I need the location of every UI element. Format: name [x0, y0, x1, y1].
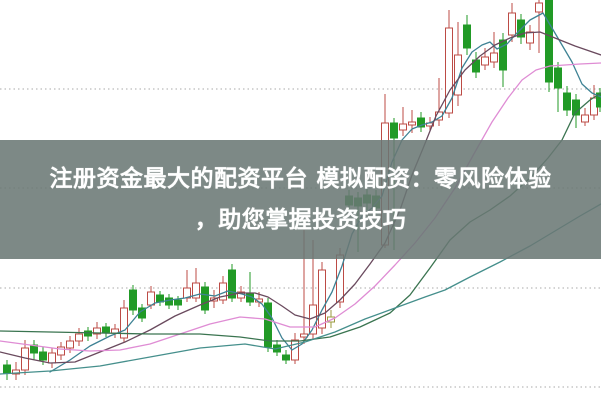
promo-banner-overlay: 注册资金最大的配资平台 模拟配资：零风险体验 ，助您掌握投资技巧	[0, 140, 601, 259]
promo-text-line2: ，助您掌握投资技巧	[194, 206, 407, 233]
promo-text-line1: 注册资金最大的配资平台 模拟配资：零风险体验	[49, 165, 552, 192]
ma-pink-magenta	[0, 62, 601, 352]
